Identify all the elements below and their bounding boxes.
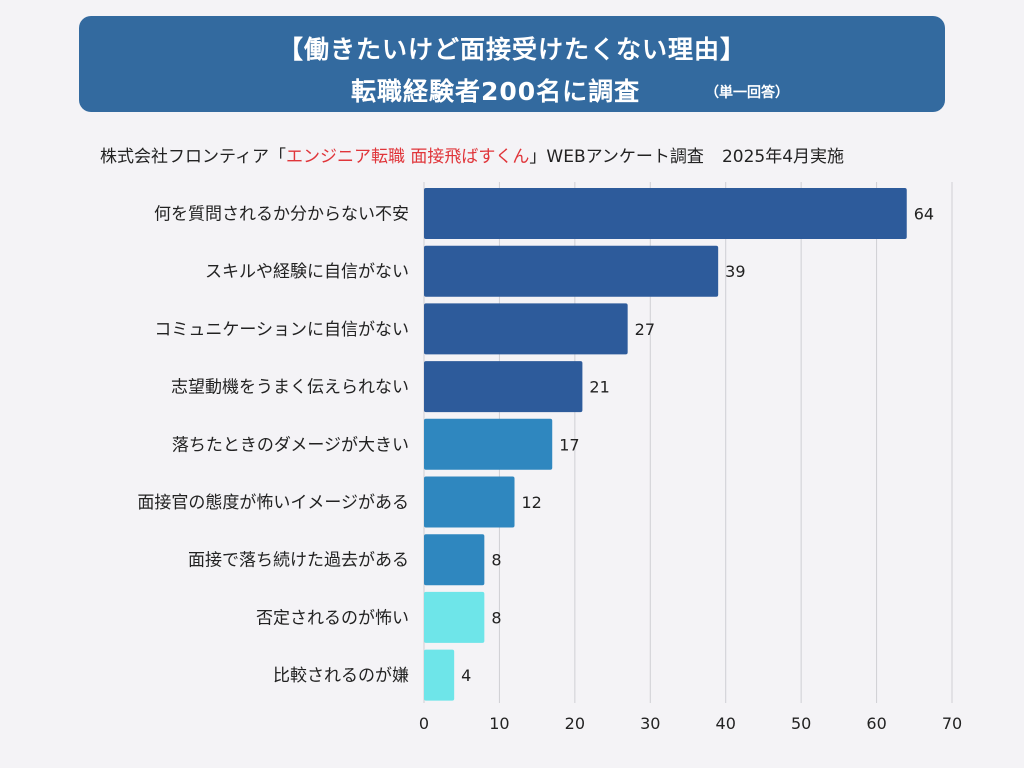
category-label: スキルや経験に自信がない <box>205 262 409 282</box>
bar <box>424 591 485 643</box>
value-label: 27 <box>635 320 655 339</box>
bar <box>424 188 907 239</box>
value-label: 8 <box>491 608 501 627</box>
bars <box>424 188 907 701</box>
category-label: 落ちたときのダメージが大きい <box>172 435 409 455</box>
category-label: 志望動機をうまく伝えられない <box>171 378 409 398</box>
category-label: 何を質問されるか分からない不安 <box>154 205 409 225</box>
bar <box>424 361 583 413</box>
bar <box>424 418 553 470</box>
category-label: コミュニケーションに自信がない <box>154 320 409 340</box>
value-label: 39 <box>725 262 745 281</box>
value-labels: 64 39 27 21 17 12 8 8 4 <box>461 205 934 686</box>
value-label: 8 <box>491 551 501 570</box>
source-prefix: 株式会社フロンティア「 <box>100 147 286 167</box>
bar <box>424 476 515 528</box>
x-tick-label: 30 <box>640 714 660 733</box>
value-label: 12 <box>522 493 542 512</box>
category-label: 否定されるのが怖い <box>256 608 409 628</box>
bar <box>424 245 719 297</box>
x-axis-ticks: 0 10 20 30 40 50 60 70 <box>419 714 962 733</box>
value-label: 64 <box>914 205 934 224</box>
answer-type-note: （単一回答） <box>705 85 789 101</box>
bar <box>424 649 455 701</box>
source-service-name: エンジニア転職 面接飛ばすくん <box>285 147 530 167</box>
category-label: 比較されるのが嫌 <box>273 666 409 686</box>
x-tick-label: 10 <box>489 714 509 733</box>
category-label: 面接官の態度が怖いイメージがある <box>137 493 409 513</box>
value-label: 21 <box>589 378 609 397</box>
x-tick-label: 20 <box>565 714 585 733</box>
bar <box>424 303 628 355</box>
x-tick-label: 60 <box>866 714 886 733</box>
source-suffix: 」WEBアンケート調査 <box>529 147 704 167</box>
chart-title: 【働きたいけど面接受けたくない理由】 <box>277 35 746 64</box>
x-tick-label: 40 <box>716 714 736 733</box>
bar <box>424 534 485 586</box>
category-label: 面接で落ち続けた過去がある <box>188 551 409 571</box>
value-label: 4 <box>461 666 471 685</box>
x-tick-label: 0 <box>419 714 429 733</box>
x-tick-label: 50 <box>791 714 811 733</box>
x-tick-label: 70 <box>942 714 962 733</box>
source-line: 株式会社フロンティア「エンジニア転職 面接飛ばすくん」WEBアンケート調査 202… <box>100 142 1000 167</box>
value-label: 17 <box>559 435 579 454</box>
category-labels: 何を質問されるか分からない不安スキルや経験に自信がないコミュニケーションに自信が… <box>137 205 409 687</box>
source-date: 2025年4月実施 <box>721 147 845 167</box>
title-banner: 【働きたいけど面接受けたくない理由】 転職経験者200名に調査 （単一回答） <box>79 16 945 112</box>
chart-subtitle: 転職経験者200名に調査 <box>351 77 641 106</box>
